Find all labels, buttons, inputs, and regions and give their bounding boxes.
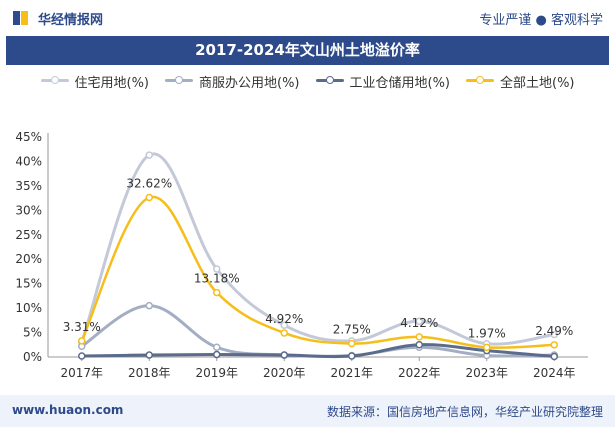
data-label-all-land: 1.97% — [468, 326, 506, 340]
data-label-all-land: 4.92% — [265, 312, 303, 326]
y-tick-label: 40% — [15, 154, 42, 168]
data-point-all-land — [145, 193, 153, 202]
series-line-industrial — [81, 343, 555, 359]
y-tick-label: 0% — [23, 350, 42, 364]
huajing-logo-icon — [13, 11, 28, 25]
legend-swatch-industrial — [315, 76, 344, 86]
top-bar: 华经情报网 专业严谨 ● 客观科学 — [0, 0, 615, 36]
footer-website: www.huaon.com — [12, 403, 124, 417]
data-label-all-land: 13.18% — [194, 272, 240, 286]
x-tick-label: 2024年 — [533, 366, 576, 380]
data-point-residential — [145, 151, 153, 159]
x-tick-label: 2018年 — [128, 366, 171, 380]
x-tick-label: 2022年 — [398, 366, 441, 380]
legend-item-residential: 住宅用地(%) — [40, 72, 150, 91]
footer-source: 数据来源：国信房地产信息网，华经产业研究院整理 — [326, 405, 603, 419]
legend-item-commercial: 商服办公用地(%) — [165, 72, 300, 91]
footer: www.huaon.com 数据来源：国信房地产信息网，华经产业研究院整理 — [0, 395, 615, 427]
data-label-all-land: 2.75% — [333, 323, 371, 337]
legend-item-industrial: 工业仓储用地(%) — [315, 72, 451, 91]
x-tick-label: 2020年 — [263, 366, 306, 380]
legend-swatch-all-land — [466, 76, 494, 86]
legend-swatch-residential — [40, 76, 69, 86]
series-line-all-land — [80, 195, 555, 349]
data-point-industrial — [78, 352, 86, 360]
data-point-industrial — [145, 351, 153, 359]
line-chart: 0% 5% 10% 15% 20% 25% 30% 35% 40% 45% 2017年 2018年 20… — [15, 130, 588, 380]
data-label-all-land: 4.12% — [400, 316, 438, 330]
y-tick-label: 10% — [15, 301, 42, 315]
data-point-residential — [213, 265, 221, 273]
data-point-industrial — [213, 350, 221, 359]
data-point-all-land — [550, 341, 558, 349]
y-tick-label: 25% — [15, 228, 42, 242]
data-point-industrial — [280, 351, 288, 359]
legend-label-industrial: 工业仓储用地(%) — [349, 75, 451, 91]
brand-tagline: 专业严谨 ● 客观科学 — [479, 13, 603, 28]
data-label-all-land: 2.49% — [535, 324, 573, 338]
data-point-industrial — [348, 352, 356, 360]
data-point-all-land — [78, 337, 86, 345]
y-tick-label: 15% — [15, 277, 42, 291]
legend-label-all-land: 全部土地(%) — [500, 75, 575, 91]
data-point-commercial — [213, 343, 221, 351]
data-point-residential — [280, 321, 288, 329]
brand-name: 华经情报网 — [38, 13, 104, 28]
legend-item-all-land: 全部土地(%) — [466, 72, 575, 91]
data-label-all-land: 3.31% — [63, 320, 101, 334]
data-point-residential — [550, 330, 558, 339]
y-tick-label: 45% — [15, 130, 42, 144]
data-label-all-land: 32.62% — [126, 177, 172, 191]
x-tick-label: 2023年 — [465, 366, 508, 380]
data-point-all-land — [348, 339, 356, 348]
y-tick-label: 5% — [23, 326, 42, 340]
data-point-all-land — [483, 343, 491, 352]
legend-label-residential: 住宅用地(%) — [74, 75, 150, 91]
x-tick-label: 2019年 — [195, 366, 238, 380]
y-tick-label: 35% — [15, 179, 42, 193]
legend-swatch-commercial — [165, 76, 193, 86]
data-point-residential — [415, 317, 423, 326]
y-tick-label: 30% — [15, 203, 42, 217]
data-point-commercial — [145, 301, 153, 310]
legend-label-commercial: 商服办公用地(%) — [199, 75, 300, 91]
x-tick-label: 2017年 — [60, 366, 103, 380]
data-point-all-land — [213, 288, 221, 297]
data-point-all-land — [415, 333, 423, 341]
y-tick-label: 20% — [15, 252, 42, 266]
chart-title: 2017-2024年文山州土地溢价率 — [6, 36, 609, 65]
data-point-all-land — [280, 329, 288, 337]
chart-legend: 住宅用地(%) 商服办公用地(%) 工业仓储用地(%) 全部土地(%) — [0, 70, 615, 92]
data-point-industrial — [550, 352, 558, 361]
x-tick-label: 2021年 — [330, 366, 373, 380]
data-point-industrial — [415, 341, 423, 349]
